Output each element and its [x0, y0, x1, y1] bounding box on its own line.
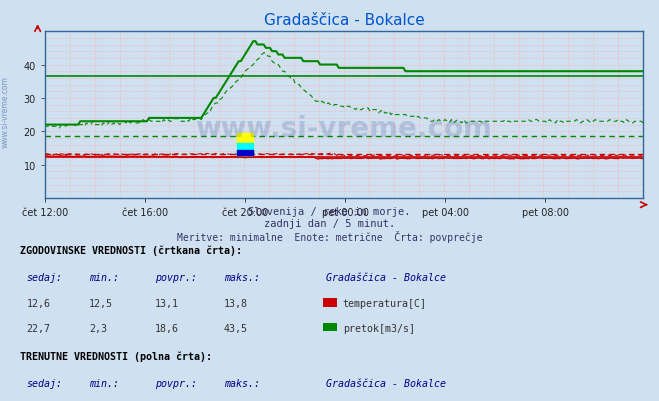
Text: povpr.:: povpr.:: [155, 272, 197, 282]
Text: povpr.:: povpr.:: [155, 378, 197, 388]
Title: Gradaščica - Bokalce: Gradaščica - Bokalce: [264, 13, 424, 28]
Text: maks.:: maks.:: [224, 378, 260, 388]
Text: Gradaščica - Bokalce: Gradaščica - Bokalce: [326, 378, 446, 388]
Text: Gradaščica - Bokalce: Gradaščica - Bokalce: [326, 272, 446, 282]
Text: maks.:: maks.:: [224, 272, 260, 282]
Text: 18,6: 18,6: [155, 323, 179, 333]
Text: Slovenija / reke in morje.: Slovenija / reke in morje.: [248, 207, 411, 217]
Text: 22,7: 22,7: [26, 323, 50, 333]
Text: www.si-vreme.com: www.si-vreme.com: [196, 115, 492, 143]
Text: min.:: min.:: [89, 378, 119, 388]
Text: temperatura[C]: temperatura[C]: [343, 298, 426, 308]
Text: min.:: min.:: [89, 272, 119, 282]
Text: TRENUTNE VREDNOSTI (polna črta):: TRENUTNE VREDNOSTI (polna črta):: [20, 351, 212, 361]
Text: pretok[m3/s]: pretok[m3/s]: [343, 323, 415, 333]
Text: www.si-vreme.com: www.si-vreme.com: [1, 77, 10, 148]
Text: 2,3: 2,3: [89, 323, 107, 333]
Text: zadnji dan / 5 minut.: zadnji dan / 5 minut.: [264, 219, 395, 229]
Text: 43,5: 43,5: [224, 323, 248, 333]
Text: 13,8: 13,8: [224, 298, 248, 308]
Text: 12,5: 12,5: [89, 298, 113, 308]
Text: sedaj:: sedaj:: [26, 272, 63, 282]
Text: sedaj:: sedaj:: [26, 378, 63, 388]
Text: ZGODOVINSKE VREDNOSTI (črtkana črta):: ZGODOVINSKE VREDNOSTI (črtkana črta):: [20, 245, 242, 255]
Text: 13,1: 13,1: [155, 298, 179, 308]
Text: 12,6: 12,6: [26, 298, 50, 308]
Text: Meritve: minimalne  Enote: metrične  Črta: povprečje: Meritve: minimalne Enote: metrične Črta:…: [177, 231, 482, 243]
